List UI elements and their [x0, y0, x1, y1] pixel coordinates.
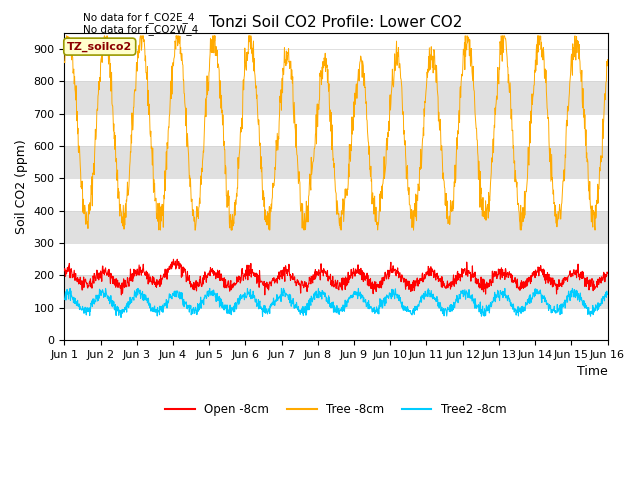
- X-axis label: Time: Time: [577, 365, 607, 379]
- Bar: [65, 146, 607, 178]
- Bar: [65, 276, 607, 308]
- Bar: [65, 81, 607, 114]
- Bar: [65, 211, 607, 243]
- Title: Tonzi Soil CO2 Profile: Lower CO2: Tonzi Soil CO2 Profile: Lower CO2: [209, 15, 463, 30]
- Y-axis label: Soil CO2 (ppm): Soil CO2 (ppm): [15, 139, 28, 234]
- Text: TZ_soilco2: TZ_soilco2: [67, 41, 132, 52]
- Legend: Open -8cm, Tree -8cm, Tree2 -8cm: Open -8cm, Tree -8cm, Tree2 -8cm: [161, 398, 511, 421]
- Text: No data for f_CO2W_4: No data for f_CO2W_4: [83, 24, 198, 35]
- Text: No data for f_CO2E_4: No data for f_CO2E_4: [83, 12, 195, 23]
